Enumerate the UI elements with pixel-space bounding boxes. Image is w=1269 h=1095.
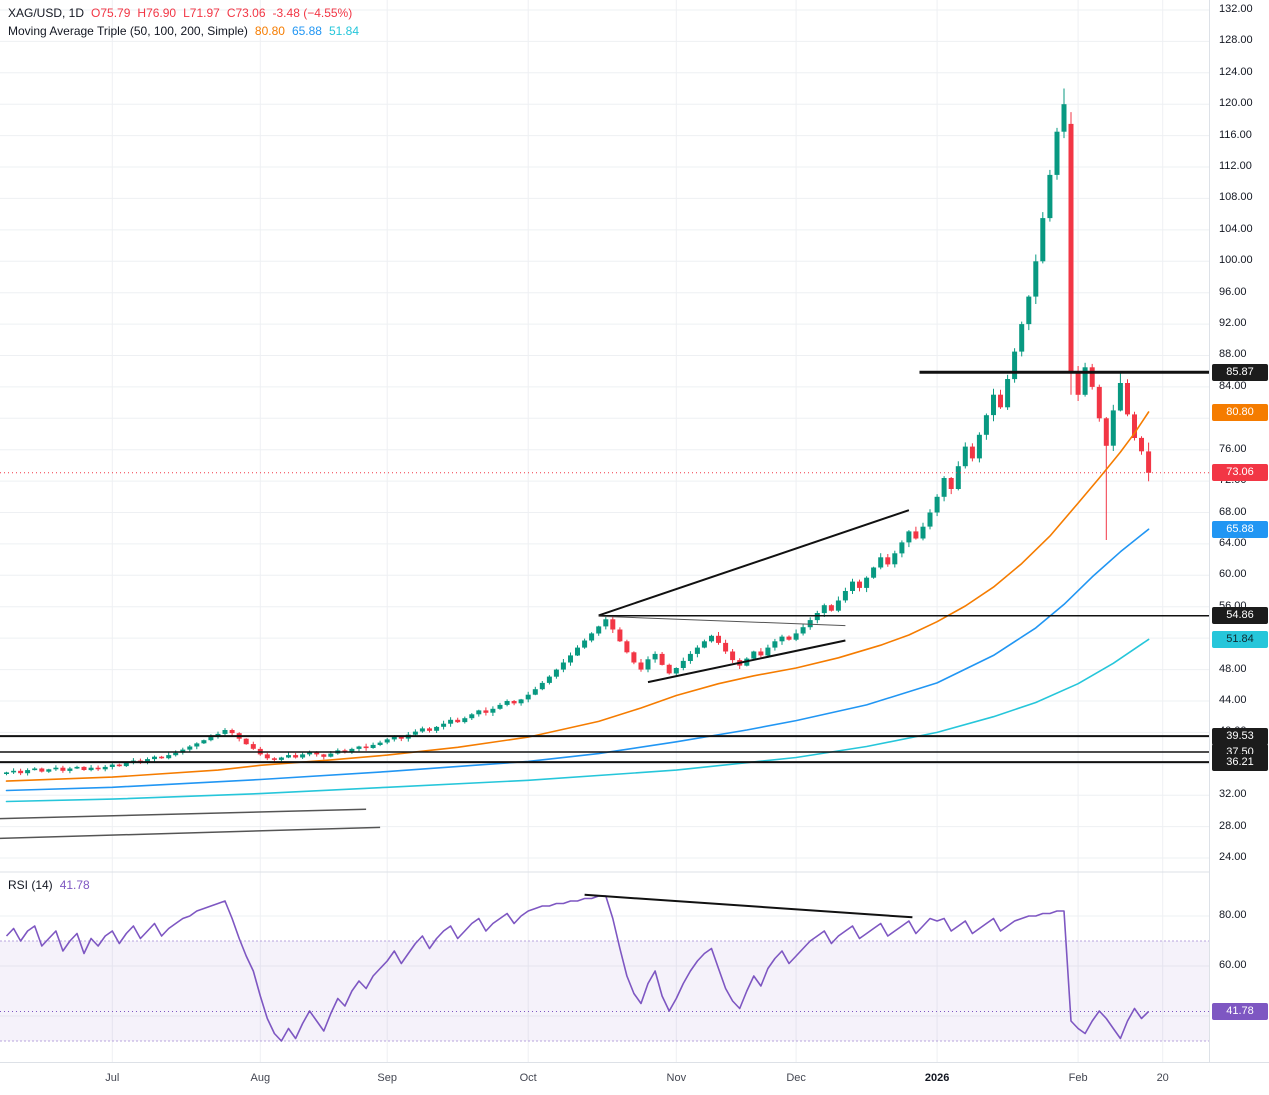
price-change: -3.48 (−4.55%): [272, 6, 353, 20]
vertical-gridlines: [111, 0, 1164, 1062]
legend-rsi-row[interactable]: RSI (14) 41.78: [8, 878, 90, 892]
time-axis-label: Dec: [786, 1072, 806, 1084]
price-tick-label: 104.00: [1219, 222, 1253, 235]
symbol-title[interactable]: XAG/USD, 1D: [8, 6, 85, 20]
price-tick-label: 132.00: [1219, 3, 1253, 15]
ma-values: 80.80 65.88 51.84: [248, 24, 359, 38]
price-tick-label: 116.00: [1219, 128, 1252, 141]
price-label-badge: 51.84: [1212, 630, 1268, 648]
price-axis[interactable]: 132.00 128.00 124.00 120.00 116.00 112.00 108.…: [1209, 0, 1269, 1062]
ma50-line[interactable]: [5, 411, 1150, 782]
price-tick-label: 112.00: [1219, 160, 1252, 173]
time-axis-label: Sep: [377, 1072, 397, 1084]
time-axis-label: 20: [1156, 1072, 1169, 1084]
price-tick-label: 32.00: [1219, 788, 1247, 801]
price-label-badge: 54.86: [1212, 607, 1268, 625]
legend-symbol-row[interactable]: XAG/USD, 1D O75.79 H76.90 L71.97 C73.06 -3.48…: [8, 6, 352, 20]
legend-ma-row[interactable]: Moving Average Triple (50, 100, 200, Sim…: [8, 24, 359, 38]
ohlc-value: L71.97: [183, 6, 220, 20]
time-axis-label: Jul: [105, 1072, 120, 1084]
price-label-badge: 73.06: [1212, 464, 1268, 482]
price-tick-label: 120.00: [1219, 97, 1253, 110]
rsi-value: 41.78: [59, 878, 90, 892]
ma-value: 80.80: [254, 24, 285, 38]
price-tick-label: 64.00: [1219, 536, 1247, 549]
price-tick-label: 68.00: [1219, 505, 1247, 518]
ma-value: 51.84: [328, 24, 360, 38]
rsi-value-badge: 41.78: [1212, 1003, 1268, 1020]
price-label-badge: 39.53: [1212, 727, 1268, 745]
price-tick-label: 48.00: [1219, 662, 1247, 675]
candlestick-series[interactable]: [4, 88, 1152, 776]
price-tick-label: 60.00: [1219, 568, 1247, 581]
ohlc-value: C73.06: [226, 6, 266, 20]
rsi-trendline[interactable]: [584, 893, 913, 919]
rsi-label[interactable]: RSI (14): [8, 878, 53, 892]
ma100-line[interactable]: [5, 528, 1150, 792]
rsi-line[interactable]: [5, 895, 1150, 1042]
price-label-badge: 65.88: [1212, 520, 1268, 538]
ohlc-value: O75.79: [91, 6, 131, 20]
price-tick-label: 44.00: [1219, 693, 1247, 706]
price-tick-label: 100.00: [1219, 254, 1253, 267]
time-axis-label: 2026: [924, 1072, 950, 1084]
price-tick-label: 84.00: [1219, 379, 1247, 392]
price-tick-label: 28.00: [1219, 819, 1247, 832]
time-axis[interactable]: Jul Aug Sep Oct Nov Dec 2026 Feb 20: [0, 1062, 1269, 1095]
trendlines[interactable]: [0, 509, 910, 840]
price-tick-label: 76.00: [1219, 442, 1247, 455]
price-tick-label: 96.00: [1219, 285, 1247, 298]
price-tick-label: 88.00: [1219, 348, 1247, 361]
price-tick-label: 124.00: [1219, 65, 1253, 78]
price-tick-label: 108.00: [1219, 191, 1253, 204]
ma-value: 65.88: [291, 24, 322, 38]
rsi-tick-label: 60.00: [1219, 959, 1247, 971]
ohlc-value: H76.90: [137, 6, 177, 20]
price-label-badge: 36.21: [1212, 753, 1268, 771]
price-label-badge: 80.80: [1212, 403, 1268, 421]
rsi-band: [0, 940, 1209, 1042]
price-tick-label: 128.00: [1219, 34, 1253, 47]
time-axis-label: Aug: [250, 1072, 271, 1084]
rsi-tick-label: 80.00: [1219, 909, 1247, 921]
ohlc-values: O75.79 H76.90 L71.97 C73.06: [84, 6, 265, 20]
ma-indicator-label[interactable]: Moving Average Triple (50, 100, 200, Sim…: [8, 24, 248, 38]
price-tick-label: 24.00: [1219, 851, 1247, 863]
price-label-badge: 85.87: [1212, 363, 1268, 381]
time-axis-label: Oct: [519, 1072, 537, 1084]
time-axis-label: Nov: [666, 1072, 687, 1084]
time-axis-label: Feb: [1068, 1072, 1088, 1084]
support-resistance-lines[interactable]: [0, 370, 1209, 764]
horizontal-gridlines: [0, 9, 1209, 1017]
price-tick-label: 92.00: [1219, 317, 1247, 330]
